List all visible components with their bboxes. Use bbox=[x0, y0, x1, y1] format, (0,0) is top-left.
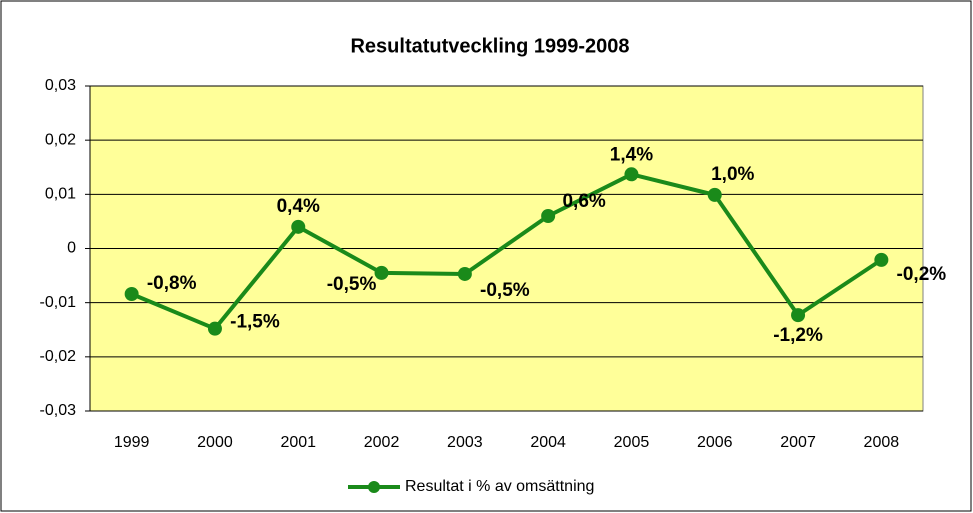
x-tick-label: 1999 bbox=[114, 434, 150, 451]
data-point bbox=[124, 287, 139, 301]
data-point bbox=[624, 167, 639, 182]
data-label: -0,8% bbox=[147, 273, 197, 294]
data-label: 1,0% bbox=[711, 164, 754, 185]
y-tick-label: -0,03 bbox=[40, 402, 77, 419]
x-tick-label: 2008 bbox=[864, 434, 900, 451]
data-label: -1,5% bbox=[230, 312, 280, 333]
y-tick-label: -0,01 bbox=[40, 294, 77, 311]
y-tick-label: -0,02 bbox=[40, 348, 77, 365]
data-point bbox=[291, 219, 306, 234]
data-point bbox=[874, 252, 889, 267]
x-tick-label: 2004 bbox=[530, 434, 566, 451]
x-tick-label: 2006 bbox=[697, 434, 733, 451]
data-point bbox=[707, 187, 722, 202]
y-tick-label: 0,02 bbox=[45, 131, 76, 148]
data-point bbox=[791, 308, 806, 323]
data-line bbox=[130, 172, 883, 331]
data-label: 0,4% bbox=[277, 196, 320, 217]
data-label: 0,6% bbox=[562, 191, 605, 212]
data-label: -0,2% bbox=[897, 264, 947, 285]
x-tick-label: 2002 bbox=[364, 434, 400, 451]
x-tick-label: 2007 bbox=[780, 434, 816, 451]
y-tick-label: 0 bbox=[67, 240, 76, 257]
x-tick-label: 2005 bbox=[614, 434, 650, 451]
data-label: -0,5% bbox=[480, 280, 530, 301]
data-point bbox=[541, 209, 556, 223]
data-label: -0,5% bbox=[327, 274, 377, 295]
legend-label: Resultat i % av omsättning bbox=[405, 478, 594, 495]
data-point bbox=[457, 266, 472, 281]
y-tick-label: 0,03 bbox=[45, 77, 76, 94]
x-tick-label: 2000 bbox=[197, 434, 233, 451]
data-label: 1,4% bbox=[610, 144, 653, 165]
data-point bbox=[374, 265, 389, 280]
data-label: -1,2% bbox=[773, 325, 823, 346]
legend-marker bbox=[368, 481, 380, 493]
y-tick-label: 0,01 bbox=[45, 186, 76, 203]
data-point bbox=[207, 321, 222, 336]
chart-title: Resultatutveckling 1999-2008 bbox=[350, 35, 629, 57]
x-tick-label: 2003 bbox=[447, 434, 483, 451]
x-tick-label: 2001 bbox=[280, 434, 316, 451]
